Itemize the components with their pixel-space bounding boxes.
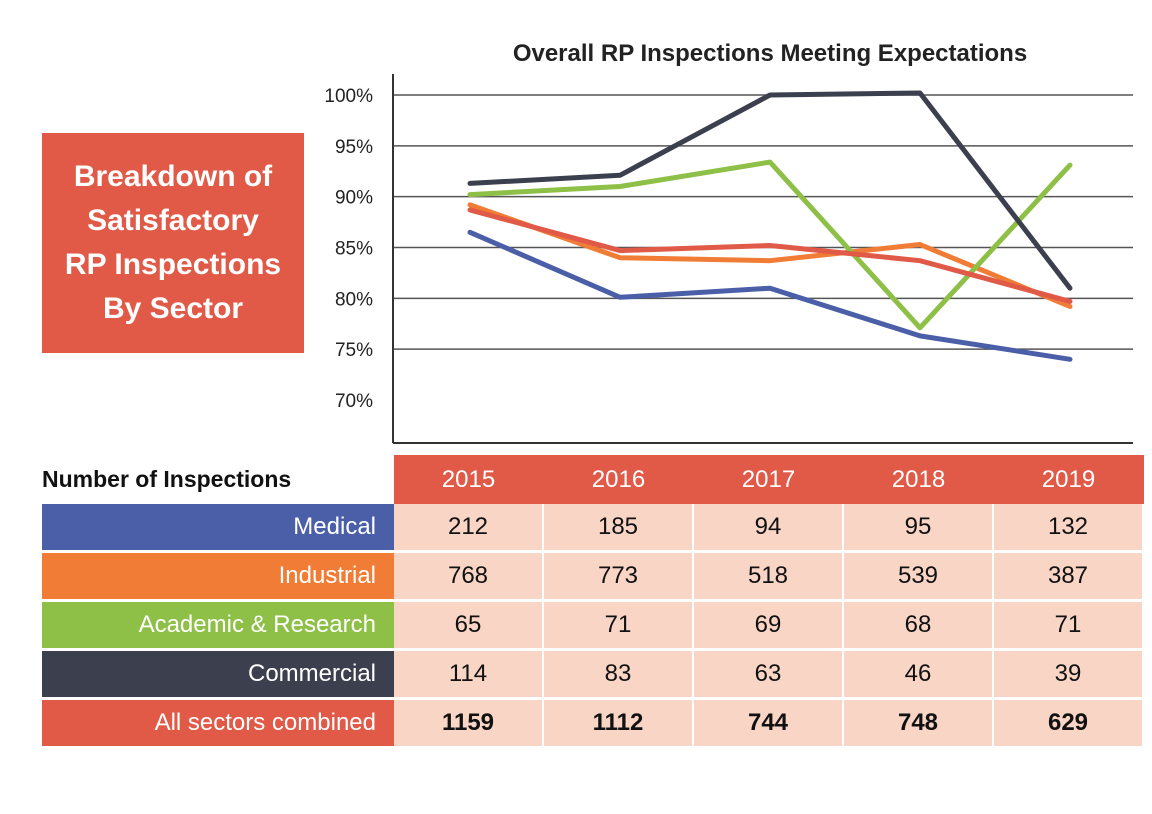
year-header: 2016 [544, 455, 694, 504]
table-cell: 212 [394, 504, 544, 553]
series-line [467, 229, 1073, 362]
table-cell: 748 [844, 700, 994, 749]
table-cell: 768 [394, 553, 544, 602]
row-label: Commercial [42, 651, 394, 700]
year-header: 2018 [844, 455, 994, 504]
table-cell: 539 [844, 553, 994, 602]
inspections-table: 2015 2016 2017 2018 2019 Medical 212 185 94… [42, 455, 1144, 749]
series-lines [467, 90, 1073, 362]
table-cell: 69 [694, 602, 844, 651]
row-label: Industrial [42, 553, 394, 602]
y-tick-label: 75% [335, 340, 373, 361]
chart-title: Overall RP Inspections Meeting Expectati… [512, 40, 1028, 67]
table-cell: 132 [994, 504, 1144, 553]
table-cell: 744 [694, 700, 844, 749]
table-row: Academic & Research 65 71 69 68 71 [42, 602, 1144, 651]
year-header: 2017 [694, 455, 844, 504]
table-cell: 95 [844, 504, 994, 553]
table-cell: 1112 [544, 700, 694, 749]
table-cell: 39 [994, 651, 1144, 700]
table-row: Commercial 114 83 63 46 39 [42, 651, 1144, 700]
table-cell: 185 [544, 504, 694, 553]
table-cell: 518 [694, 553, 844, 602]
table-cell: 71 [994, 602, 1144, 651]
table-row: Medical 212 185 94 95 132 [42, 504, 1144, 553]
sector-breakdown-box: Breakdown of Satisfactory RP Inspections… [42, 133, 304, 353]
table-row: Industrial 768 773 518 539 387 [42, 553, 1144, 602]
row-label: Medical [42, 504, 394, 553]
y-tick-label: 100% [324, 86, 373, 107]
sector-breakdown-title: Breakdown of Satisfactory RP Inspections… [64, 160, 282, 325]
table-cell: 773 [544, 553, 694, 602]
table-corner [42, 455, 394, 504]
table-cell: 46 [844, 651, 994, 700]
row-label: Academic & Research [42, 602, 394, 651]
line-chart: 100% 95% 90% 85% 80% 75% 70% [324, 74, 1133, 444]
y-tick-label: 80% [335, 289, 373, 310]
table-cell: 114 [394, 651, 544, 700]
table-cell: 387 [994, 553, 1144, 602]
table-header-row: 2015 2016 2017 2018 2019 [42, 455, 1144, 504]
series-line [467, 202, 1073, 309]
table-cell: 63 [694, 651, 844, 700]
table-cell: 94 [694, 504, 844, 553]
series-line [467, 207, 1073, 304]
table-cell: 68 [844, 602, 994, 651]
y-tick-label: 95% [335, 137, 373, 158]
table-cell: 1159 [394, 700, 544, 749]
y-axis-ticks: 100% 95% 90% 85% 80% 75% 70% [324, 86, 373, 412]
table-cell: 629 [994, 700, 1144, 749]
year-header: 2019 [994, 455, 1144, 504]
table-cell: 71 [544, 602, 694, 651]
table-row: All sectors combined 1159 1112 744 748 629 [42, 700, 1144, 749]
table-cell: 65 [394, 602, 544, 651]
y-tick-label: 85% [335, 239, 373, 260]
table-header-label: Number of Inspections [42, 466, 292, 492]
y-tick-label: 90% [335, 188, 373, 209]
chart-axes [392, 74, 1133, 444]
year-header: 2015 [394, 455, 544, 504]
series-line [467, 90, 1073, 291]
table-cell: 83 [544, 651, 694, 700]
y-tick-label: 70% [335, 391, 373, 412]
row-label: All sectors combined [42, 700, 394, 749]
